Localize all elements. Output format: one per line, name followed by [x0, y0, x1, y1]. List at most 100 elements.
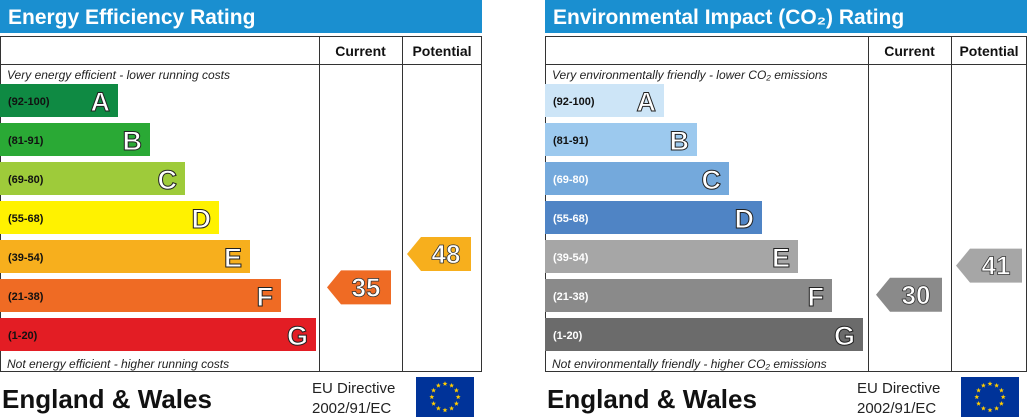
eu-flag-star — [980, 405, 986, 411]
environment-rating-chart: Environmental Impact (CO₂) Rating Current… — [545, 0, 1027, 417]
eu-flag-star — [994, 382, 1000, 388]
band-range-label: (69-80) — [553, 174, 589, 186]
band-range-label: (39-54) — [8, 252, 44, 264]
eu-flag-star — [442, 407, 448, 413]
rating-band-e: (39-54) E — [0, 240, 250, 274]
band-bar — [545, 201, 762, 234]
eu-flag-star — [980, 382, 986, 388]
current-column-header: Current — [335, 43, 386, 59]
energy-rating-chart: Energy Efficiency Rating Current Potential… — [0, 0, 482, 417]
chart-title: Energy Efficiency Rating — [8, 6, 255, 29]
band-range-label: (21-38) — [553, 291, 589, 303]
current-rating-marker: 35 — [327, 270, 391, 305]
band-bar — [545, 240, 798, 273]
band-range-label: (55-68) — [553, 213, 589, 225]
band-range-label: (21-38) — [8, 291, 44, 303]
band-letter: D — [735, 204, 755, 234]
band-letter: C — [158, 165, 178, 195]
band-letter: D — [192, 204, 212, 234]
current-rating-marker-value: 35 — [352, 272, 381, 302]
band-range-label: (92-100) — [553, 96, 595, 108]
eu-flag-star — [442, 381, 448, 386]
eu-flag-star — [435, 382, 441, 388]
eu-flag-star — [987, 407, 993, 413]
rating-band-g: (1-20) G — [0, 318, 316, 352]
eu-flag-star — [449, 382, 455, 388]
band-bar — [0, 318, 316, 351]
chart-title: Environmental Impact (CO₂) Rating — [553, 6, 904, 29]
eu-flag-star — [455, 394, 461, 400]
band-bar — [545, 279, 832, 312]
footer-region: England & Wales — [547, 384, 757, 414]
rating-band-b: (81-91) B — [0, 123, 150, 157]
band-bar — [0, 279, 281, 312]
rating-band-g: (1-20) G — [545, 318, 863, 352]
current-rating-marker-arrow — [327, 270, 391, 305]
current-column-header: Current — [884, 43, 935, 59]
band-bar — [0, 162, 185, 195]
eu-flag-icon — [416, 377, 474, 417]
band-range-label: (81-91) — [553, 135, 589, 147]
eu-flag-star — [987, 381, 993, 386]
band-letter: C — [702, 165, 722, 195]
band-bar — [0, 201, 219, 234]
chart-header-bar — [545, 0, 1027, 33]
eu-flag-star — [976, 387, 982, 393]
potential-rating-marker-value: 48 — [432, 239, 461, 269]
top-note: Very environmentally friendly - lower CO… — [552, 68, 828, 82]
rating-band-f: (21-38) F — [0, 279, 281, 313]
band-letter: B — [670, 126, 690, 156]
potential-rating-marker-arrow — [407, 237, 471, 271]
band-bar — [545, 318, 863, 351]
chart-header-bar — [0, 0, 482, 33]
eu-flag-star — [453, 387, 459, 393]
rating-band-f: (21-38) F — [545, 279, 832, 313]
potential-rating-marker: 41 — [956, 248, 1022, 283]
bottom-note: Not environmentally friendly - higher CO… — [552, 357, 827, 371]
rating-band-c: (69-80) C — [0, 162, 185, 196]
band-range-label: (69-80) — [8, 174, 44, 186]
rating-band-a: (92-100) A — [545, 84, 664, 118]
band-letter: E — [772, 243, 790, 273]
potential-rating-marker-arrow — [956, 248, 1022, 283]
band-letter: A — [91, 87, 111, 117]
band-letter: G — [834, 321, 855, 351]
eu-flag-star — [994, 405, 1000, 411]
rating-band-e: (39-54) E — [545, 240, 798, 274]
eu-flag-star — [435, 405, 441, 411]
current-rating-marker-value: 30 — [902, 280, 931, 310]
current-rating-marker: 30 — [876, 277, 942, 312]
directive-line-2: 2002/91/EC — [312, 400, 391, 417]
eu-flag-star — [429, 394, 435, 400]
eu-flag-star — [1000, 394, 1006, 400]
rating-band-c: (69-80) C — [545, 162, 729, 196]
band-bar — [545, 84, 664, 117]
band-letter: A — [637, 87, 657, 117]
eu-flag-star — [431, 401, 437, 406]
band-letter: E — [224, 243, 242, 273]
band-range-label: (92-100) — [8, 96, 50, 108]
potential-rating-marker-value: 41 — [982, 251, 1011, 281]
eu-flag-star — [998, 401, 1004, 406]
footer-region: England & Wales — [2, 384, 212, 414]
bottom-note: Not energy efficient - higher running co… — [7, 357, 229, 371]
eu-flag-star — [974, 394, 980, 400]
band-range-label: (1-20) — [8, 330, 38, 342]
eu-flag-star — [976, 401, 982, 406]
potential-rating-marker: 48 — [407, 237, 471, 271]
top-note: Very energy efficient - lower running co… — [7, 68, 230, 82]
potential-column-header: Potential — [412, 43, 471, 59]
band-letter: G — [287, 321, 308, 351]
eu-flag-star — [453, 401, 459, 406]
band-bar — [0, 123, 150, 156]
directive-line-1: EU Directive — [857, 380, 940, 397]
rating-band-d: (55-68) D — [0, 201, 219, 235]
eu-flag-star — [998, 387, 1004, 393]
directive-line-2: 2002/91/EC — [857, 400, 936, 417]
eu-flag-icon — [961, 377, 1019, 417]
band-bar — [545, 123, 697, 156]
band-bar — [0, 240, 250, 273]
rating-band-a: (92-100) A — [0, 84, 118, 118]
band-bar — [545, 162, 729, 195]
